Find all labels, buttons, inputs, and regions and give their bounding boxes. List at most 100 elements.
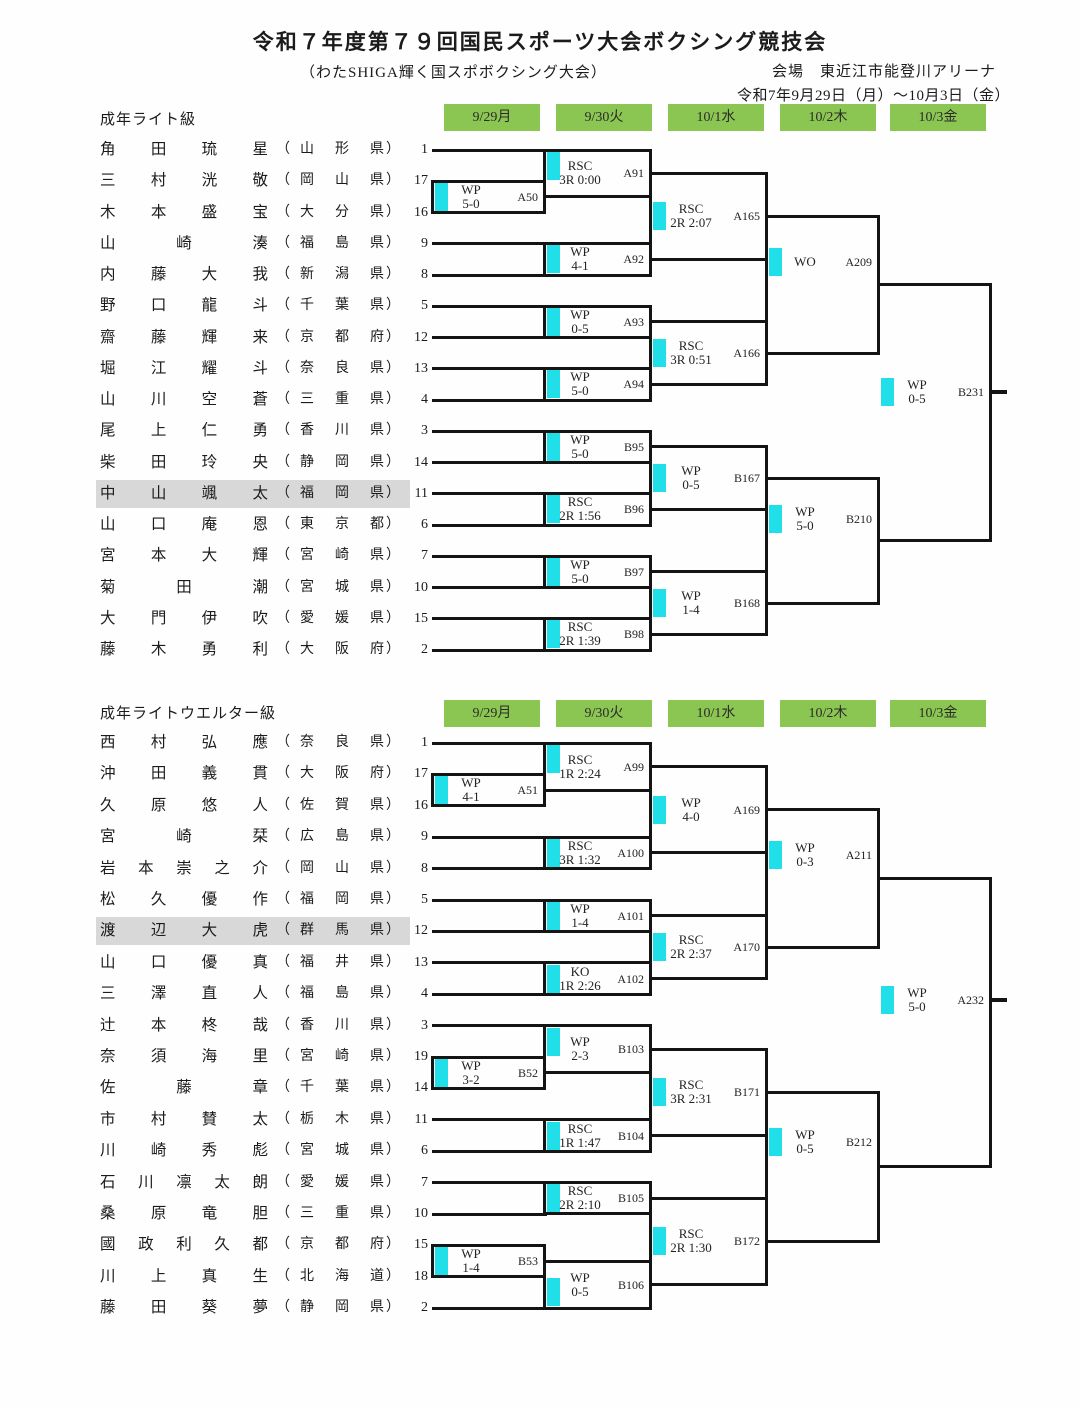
prefecture-char: 馬	[335, 923, 349, 939]
prefecture-char: 新	[300, 267, 314, 282]
name-char: 川	[138, 1173, 154, 1191]
name-char: 田	[150, 453, 167, 471]
entrant-row: 西 村 弘 應 （ 奈 良 県） 1	[0, 732, 1080, 754]
prefecture-char: 崎	[335, 1049, 349, 1064]
entrant-prefecture: 大阪府	[300, 639, 384, 661]
name-char: 野	[100, 297, 116, 315]
name-char: 辻	[100, 1016, 116, 1034]
name-char: 村	[150, 172, 167, 190]
result-detail: 2R 1:30	[670, 1240, 712, 1256]
winner-mark	[880, 985, 894, 1014]
match-result: WP 5-0	[442, 182, 500, 211]
paren-close: ）	[386, 1174, 400, 1190]
result-method: WP	[570, 556, 590, 572]
name-char: 口	[150, 516, 167, 533]
result-method: WP	[681, 588, 701, 604]
entrant-name: 齋藤輝来	[100, 327, 268, 349]
entrant-name: 堀江耀斗	[100, 358, 268, 380]
name-char: 斗	[252, 297, 268, 315]
entrant-prefecture: 東京都	[300, 514, 384, 536]
result-method: WP	[570, 1034, 590, 1050]
match-code: B53	[517, 1254, 538, 1269]
name-char: 章	[252, 1079, 268, 1097]
entrant-row: 三 村 洸 敬 （ 岡 山 県） 17	[0, 170, 1080, 192]
bracket-line	[432, 898, 547, 902]
prefecture-char: 県	[370, 1111, 384, 1127]
paren-open: （	[276, 923, 290, 939]
match-box	[876, 283, 992, 543]
name-char: 大	[201, 922, 218, 940]
match-result: WP 0-5	[776, 1127, 834, 1156]
name-char: 賛	[201, 1110, 218, 1128]
name-char: 江	[150, 359, 167, 377]
entrant-seed: 10	[414, 1206, 428, 1221]
entrant-seed: 15	[414, 610, 428, 626]
prefecture-char: 県	[370, 892, 384, 907]
prefecture-char: 県	[370, 548, 384, 564]
name-char: 貫	[252, 765, 268, 783]
prefecture-char: 県	[370, 392, 384, 407]
match-code: A170	[733, 940, 760, 955]
name-char: 斗	[252, 359, 268, 377]
entrant-seed: 12	[414, 923, 428, 939]
prefecture-char: 県	[370, 735, 384, 750]
bracket-line	[432, 492, 547, 496]
name-char: 角	[100, 141, 116, 158]
name-char: 藤	[176, 1079, 192, 1097]
name-char: 口	[150, 953, 167, 971]
name-char: 村	[150, 1110, 167, 1128]
entrant-name: 岩本崇之介	[100, 858, 268, 880]
result-method: RSC	[678, 201, 704, 217]
entrant-row: 久 原 悠 人 （ 佐 賀 県） 16	[0, 795, 1080, 817]
entrant-seed: 11	[414, 485, 428, 501]
prefecture-char: 県	[370, 954, 384, 970]
entrant-row: 辻 本 柊 哉 （ 香 川 県） 3	[0, 1015, 1080, 1037]
match-code: B212	[845, 1134, 872, 1149]
result-detail: 5-0	[571, 570, 589, 586]
prefecture-char: 福	[300, 485, 314, 501]
prefecture-char: 香	[300, 423, 314, 439]
day-header: 10/1水	[668, 104, 764, 131]
result-method: WP	[795, 840, 815, 856]
entrant-name: 奈須海里	[100, 1046, 268, 1068]
name-char: 木	[150, 641, 167, 658]
name-char: 真	[201, 1267, 218, 1285]
result-detail: 0-5	[682, 477, 700, 493]
paren-close: ）	[386, 329, 400, 345]
prefecture-char: 宮	[300, 548, 314, 564]
date-range: 令和7年9月29日（月）～10月3日（金）	[736, 88, 1010, 104]
entrant-name: 西村弘應	[100, 732, 268, 754]
name-char: 菊	[100, 578, 116, 596]
paren-open: （	[276, 173, 290, 189]
name-char: 悠	[201, 796, 218, 814]
entrant-prefecture: 三重県	[300, 389, 384, 411]
result-detail: 5-0	[462, 195, 480, 211]
paren-close: ）	[386, 1111, 400, 1127]
name-char: 葵	[201, 1299, 218, 1317]
paren-close: ）	[386, 923, 400, 939]
prefecture-char: 静	[300, 454, 314, 470]
prefecture-char: 県	[370, 485, 384, 501]
name-char: 奈	[100, 1048, 116, 1065]
paren-close: ）	[386, 360, 400, 376]
entrant-name: 内藤大我	[100, 264, 268, 286]
paren-open: （	[276, 610, 290, 626]
prefecture-char: 道	[370, 1268, 384, 1284]
prefecture-char: 府	[370, 1237, 384, 1253]
paren-close: ）	[386, 1300, 400, 1316]
result-detail: 0-5	[571, 1283, 589, 1299]
prefecture-char: 岡	[300, 860, 314, 876]
prefecture-char: 宮	[300, 1143, 314, 1159]
paren-close: ）	[386, 642, 400, 657]
name-char: 木	[100, 203, 116, 221]
entrant-name: 木本盛宝	[100, 202, 268, 224]
paren-open: （	[276, 517, 290, 532]
match-result: WO	[776, 254, 834, 269]
name-char: 空	[201, 391, 218, 408]
name-char: 利	[176, 1236, 192, 1254]
paren-close: ）	[386, 298, 400, 314]
winner-mark	[546, 838, 560, 867]
paren-open: （	[276, 986, 290, 1002]
paren-close: ）	[386, 142, 400, 157]
result-detail: 5-0	[571, 383, 589, 399]
